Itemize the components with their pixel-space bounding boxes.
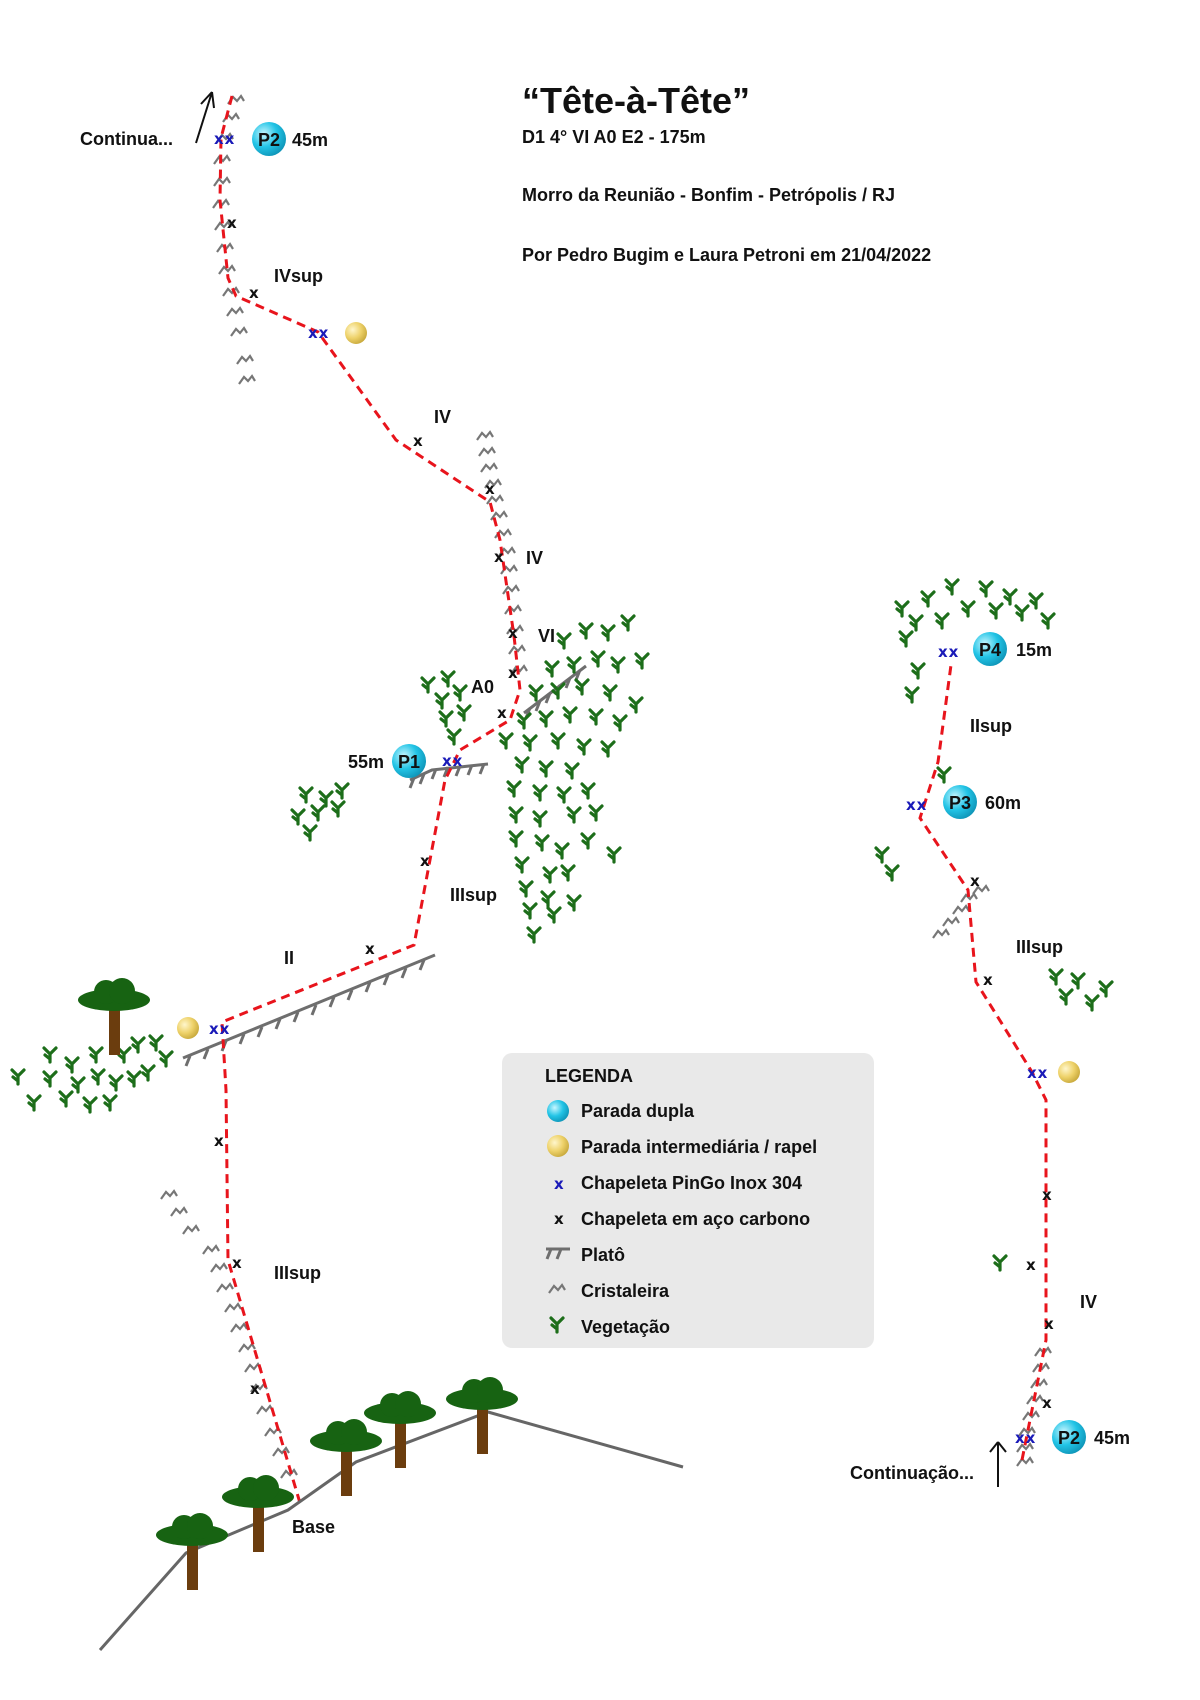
legend-item-label: Chapeleta em aço carbono — [581, 1209, 810, 1229]
legend-item-label: Parada intermediária / rapel — [581, 1137, 817, 1157]
svg-text:x: x — [1044, 1315, 1054, 1333]
svg-text:xx: xx — [906, 796, 927, 814]
station-p2-left-length: 45m — [292, 130, 328, 150]
left-crystal-line-bottom — [159, 1189, 299, 1480]
svg-text:xx: xx — [1015, 1429, 1036, 1447]
right-continue-label: Continuação... — [850, 1463, 974, 1483]
svg-text:xx: xx — [308, 324, 329, 342]
plateau-icon — [545, 1247, 570, 1260]
station-intermediate-right — [1058, 1061, 1080, 1083]
svg-text:x: x — [227, 214, 237, 232]
svg-text:xx: xx — [1027, 1064, 1048, 1082]
station-p4 — [973, 632, 1007, 666]
station-p2-right-name: P2 — [1058, 1428, 1080, 1448]
grade-label: IIIsup — [1016, 937, 1063, 957]
svg-text:x: x — [249, 284, 259, 302]
route-title: “Tête-à-Tête” — [522, 80, 750, 121]
vegetation-cluster-ramp — [10, 1034, 174, 1114]
svg-text:x: x — [494, 548, 504, 566]
vegetation-cluster-right — [874, 578, 1114, 1272]
station-p2-right — [1052, 1420, 1086, 1454]
svg-text:x: x — [1026, 1256, 1036, 1274]
svg-text:x: x — [420, 852, 430, 870]
svg-text:x: x — [508, 624, 518, 642]
svg-text:xx: xx — [209, 1020, 230, 1038]
svg-text:x: x — [250, 1380, 260, 1398]
svg-text:x: x — [214, 1132, 224, 1150]
svg-text:x: x — [485, 480, 495, 498]
svg-text:x: x — [983, 971, 993, 989]
station-p2-left-name: P2 — [258, 130, 280, 150]
legend-item-label: Parada dupla — [581, 1101, 695, 1121]
continuation-arrow-icon — [989, 1441, 1007, 1487]
legend-item-label: Cristaleira — [581, 1281, 670, 1301]
grade-label: IV — [1080, 1292, 1097, 1312]
right-route-line — [918, 664, 1048, 1461]
station-p1 — [392, 744, 426, 778]
vegetation-cluster-p1 — [290, 782, 350, 842]
station-p4-length: 15m — [1016, 640, 1052, 660]
svg-text:x: x — [1042, 1394, 1052, 1412]
station-p1-length: 55m — [348, 752, 384, 772]
station-p4-name: P4 — [979, 640, 1001, 660]
station-p3-name: P3 — [949, 793, 971, 813]
plateau-p1 — [408, 762, 489, 789]
legend-item-label: Chapeleta PinGo Inox 304 — [581, 1173, 802, 1193]
legend-title: LEGENDA — [545, 1066, 633, 1086]
route-location: Morro da Reunião - Bonfim - Petrópolis /… — [522, 185, 895, 205]
svg-text:x: x — [413, 432, 423, 450]
station-p2-right-length: 45m — [1094, 1428, 1130, 1448]
route-authors: Por Pedro Bugim e Laura Petroni em 21/04… — [522, 245, 931, 265]
station-p1-name: P1 — [398, 752, 420, 772]
continue-arrow-icon — [195, 91, 215, 144]
base-label: Base — [292, 1517, 335, 1537]
left-route-line — [218, 95, 522, 1504]
legend-item-label: Vegetação — [581, 1317, 670, 1337]
legend-box — [502, 1053, 874, 1348]
left-continue-label: Continua... — [80, 129, 173, 149]
station-p3-length: 60m — [985, 793, 1021, 813]
svg-text:xx: xx — [442, 752, 463, 770]
cyan-station-icon — [547, 1100, 569, 1122]
grade-label: II — [284, 948, 294, 968]
station-p2-left — [252, 122, 286, 156]
black-bolt-icon: x — [554, 1210, 564, 1228]
left-bolts: xx x x xx x x x x x x xx x x xx x x x — [209, 130, 518, 1398]
svg-text:xx: xx — [938, 643, 959, 661]
ground-line — [98, 1410, 684, 1651]
legend: LEGENDA Parada dupla Parada intermediári… — [502, 1053, 874, 1348]
grade-label: VI — [538, 626, 555, 646]
station-p3 — [943, 785, 977, 819]
route-grade: D1 4° VI A0 E2 - 175m — [522, 127, 706, 147]
blue-bolt-icon: x — [554, 1175, 565, 1193]
svg-text:x: x — [365, 940, 375, 958]
svg-text:xx: xx — [214, 130, 235, 148]
svg-text:x: x — [970, 872, 980, 890]
grade-label: IV — [434, 407, 451, 427]
svg-text:x: x — [1042, 1186, 1052, 1204]
svg-text:x: x — [232, 1254, 242, 1272]
legend-item-label: Platô — [581, 1245, 625, 1265]
right-bolts: xx x x x x xx x x xx xx — [906, 643, 1054, 1447]
grade-label: IVsup — [274, 266, 323, 286]
grade-label: IV — [526, 548, 543, 568]
grade-label: IIIsup — [450, 885, 497, 905]
yellow-station-icon — [547, 1135, 569, 1157]
grade-label: IIIsup — [274, 1263, 321, 1283]
grade-label: A0 — [471, 677, 494, 697]
station-intermediate-top — [345, 322, 367, 344]
svg-text:x: x — [508, 664, 518, 682]
station-intermediate-ramp — [177, 1017, 199, 1039]
plateau-ramp — [182, 953, 436, 1067]
svg-text:x: x — [497, 704, 507, 722]
grade-label: IIsup — [970, 716, 1012, 736]
left-crystal-line-top — [211, 94, 529, 676]
